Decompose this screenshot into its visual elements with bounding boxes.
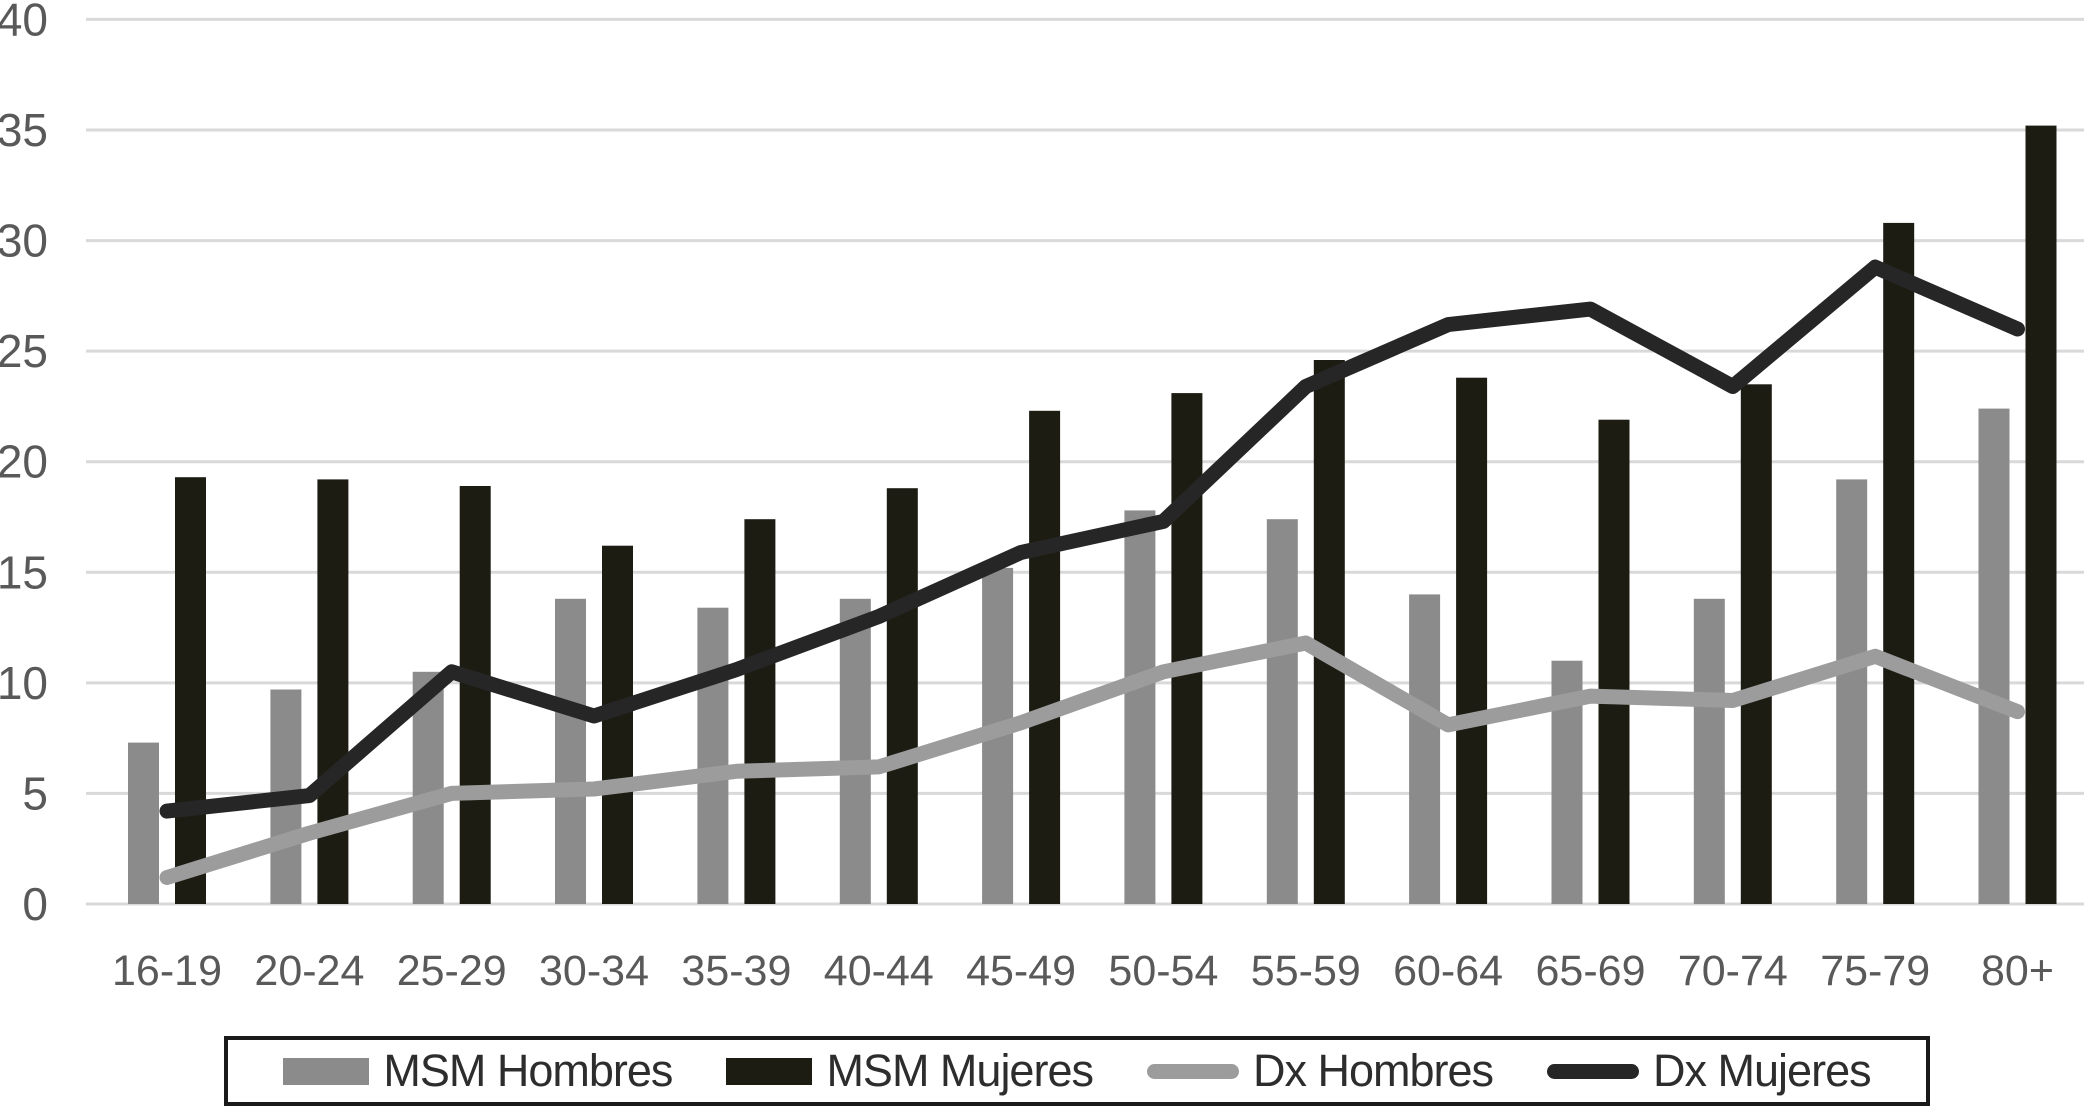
lines-group (159, 259, 2025, 885)
x-category-label: 25-29 (397, 947, 507, 995)
bar-msm-hombres (1409, 594, 1441, 904)
x-category-label: 30-34 (539, 947, 649, 995)
y-tick-label: 40 (0, 0, 48, 45)
bar-msm-mujeres (1598, 419, 1630, 904)
bar-msm-mujeres (602, 545, 633, 904)
bar-msm-mujeres (1313, 360, 1345, 904)
bar-msm-hombres (128, 742, 159, 904)
bar-msm-hombres (1124, 510, 1156, 904)
bar-msm-hombres (1266, 519, 1298, 904)
y-tick-label: 25 (0, 325, 48, 377)
x-category-label: 50-54 (1108, 947, 1218, 995)
bar-msm-hombres (555, 598, 586, 904)
x-axis-category-labels: 16-19 20-24 25-29 30-34 35-39 40-44 45-49 50-54… (112, 947, 2054, 995)
bar-msm-mujeres (317, 479, 349, 904)
y-tick-label: 5 (22, 767, 48, 819)
x-category-label: 16-19 (112, 947, 222, 995)
legend-item-dx-hombres: Dx Hombres (1146, 1045, 1494, 1097)
y-axis-tick-labels: 0 5 10 15 20 25 30 35 40 (0, 0, 48, 930)
y-tick-label: 10 (0, 657, 48, 709)
legend: MSM Hombres MSM Mujeres Dx Hombres Dx Mujer… (224, 1036, 1930, 1106)
y-tick-label: 30 (0, 215, 48, 267)
x-category-label: 40-44 (824, 947, 934, 995)
legend-item-dx-mujeres: Dx Mujeres (1547, 1045, 1872, 1097)
bars-group (128, 125, 2057, 905)
x-category-label: 65-69 (1536, 947, 1646, 995)
x-category-label: 75-79 (1820, 947, 1930, 995)
x-category-label: 80+ (1981, 947, 2054, 995)
x-category-label: 55-59 (1251, 947, 1361, 995)
y-tick-label: 0 (22, 878, 48, 930)
legend-label-msm-hombres: MSM Hombres (383, 1045, 673, 1096)
legend-swatch-dx-mujeres-line-icon (1547, 1063, 1640, 1079)
bar-msm-mujeres (744, 519, 776, 904)
legend-label-dx-mujeres: Dx Mujeres (1653, 1045, 1872, 1096)
legend-swatch-dx-hombres-line-icon (1146, 1063, 1239, 1079)
bar-msm-hombres (1836, 479, 1868, 904)
x-category-label: 35-39 (681, 947, 791, 995)
bar-msm-mujeres (1883, 222, 1915, 904)
y-tick-label: 15 (0, 546, 48, 598)
bar-msm-mujeres (886, 488, 918, 904)
legend-label-msm-mujeres: MSM Mujeres (826, 1045, 1094, 1096)
x-category-label: 70-74 (1678, 947, 1788, 995)
bar-msm-mujeres (1029, 410, 1061, 904)
gridlines-group (86, 17, 2084, 906)
bar-msm-mujeres (1171, 393, 1203, 904)
bar-msm-hombres (1978, 408, 2010, 904)
legend-item-msm-hombres: MSM Hombres (283, 1045, 673, 1097)
x-category-label: 20-24 (254, 947, 364, 995)
bar-msm-mujeres (175, 477, 206, 904)
bar-msm-mujeres (2025, 125, 2057, 905)
y-tick-label: 35 (0, 104, 48, 156)
bar-msm-mujeres (459, 486, 491, 904)
legend-item-msm-mujeres: MSM Mujeres (726, 1045, 1094, 1097)
bar-msm-hombres (1693, 598, 1725, 904)
legend-swatch-msm-mujeres-bar-icon (726, 1057, 813, 1085)
x-category-label: 60-64 (1393, 947, 1503, 995)
bar-msm-mujeres (1456, 377, 1488, 904)
line-dx-mujeres (159, 259, 2025, 819)
bar-msm-hombres (697, 607, 729, 904)
bar-msm-mujeres (1740, 384, 1772, 904)
y-tick-label: 20 (0, 436, 48, 488)
bar-msm-hombres (839, 598, 871, 904)
legend-label-dx-hombres: Dx Hombres (1252, 1045, 1494, 1096)
line-dx-hombres (159, 635, 2025, 885)
legend-swatch-msm-hombres-bar-icon (283, 1057, 370, 1085)
x-category-label: 45-49 (966, 947, 1076, 995)
